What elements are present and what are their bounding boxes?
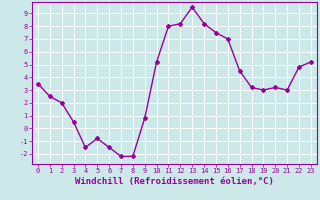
X-axis label: Windchill (Refroidissement éolien,°C): Windchill (Refroidissement éolien,°C): [75, 177, 274, 186]
